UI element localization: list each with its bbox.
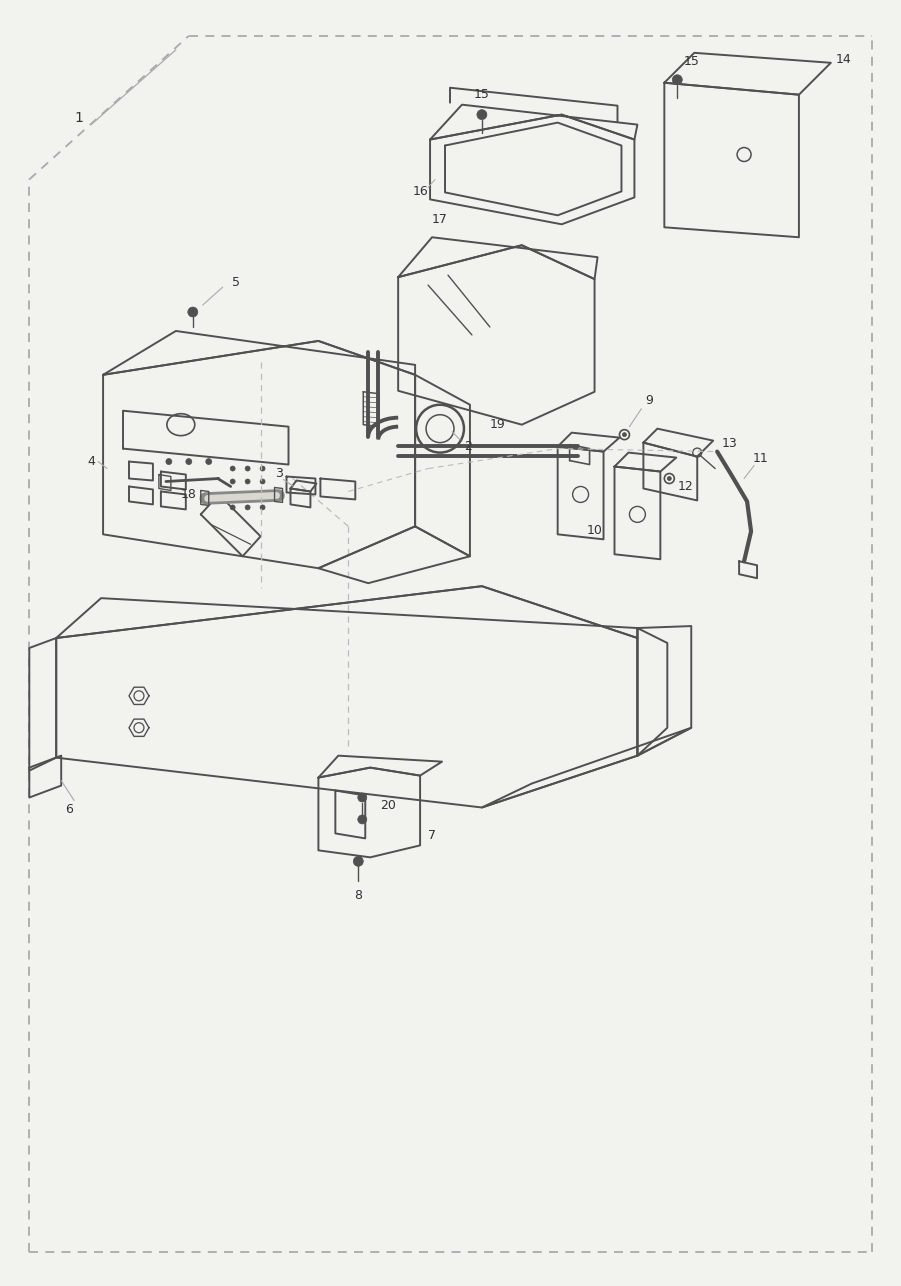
- Circle shape: [166, 459, 172, 464]
- Text: 20: 20: [380, 799, 396, 811]
- Text: 8: 8: [354, 889, 362, 901]
- Circle shape: [205, 459, 212, 464]
- Circle shape: [260, 466, 265, 471]
- Text: 16: 16: [413, 185, 428, 198]
- Circle shape: [187, 307, 198, 318]
- Text: 13: 13: [722, 437, 737, 450]
- Text: 5: 5: [232, 275, 240, 288]
- Circle shape: [672, 75, 682, 85]
- Circle shape: [477, 109, 487, 120]
- Text: 18: 18: [181, 487, 196, 502]
- Text: 3: 3: [275, 467, 283, 480]
- Circle shape: [186, 459, 192, 464]
- Text: 14: 14: [836, 53, 851, 67]
- Circle shape: [623, 432, 626, 437]
- Circle shape: [230, 478, 235, 484]
- Circle shape: [230, 493, 235, 496]
- Text: 10: 10: [587, 523, 603, 536]
- Circle shape: [230, 466, 235, 471]
- Circle shape: [260, 478, 265, 484]
- Circle shape: [358, 815, 367, 824]
- Circle shape: [358, 793, 367, 802]
- Text: 15: 15: [683, 55, 699, 68]
- Circle shape: [260, 493, 265, 496]
- Text: 15: 15: [474, 89, 490, 102]
- Text: 19: 19: [490, 418, 505, 431]
- Circle shape: [230, 505, 235, 511]
- Text: 6: 6: [65, 802, 73, 817]
- Text: 4: 4: [87, 455, 95, 468]
- Circle shape: [245, 466, 250, 471]
- Text: 7: 7: [428, 829, 436, 842]
- Text: 12: 12: [678, 480, 693, 493]
- Circle shape: [260, 505, 265, 511]
- Circle shape: [245, 493, 250, 496]
- Circle shape: [245, 478, 250, 484]
- Text: 1: 1: [75, 111, 84, 125]
- Text: 9: 9: [645, 395, 653, 408]
- Circle shape: [353, 856, 363, 867]
- Circle shape: [668, 477, 671, 481]
- Text: 17: 17: [432, 212, 448, 226]
- Text: 2: 2: [464, 440, 472, 453]
- Circle shape: [245, 505, 250, 511]
- Text: 11: 11: [753, 453, 769, 466]
